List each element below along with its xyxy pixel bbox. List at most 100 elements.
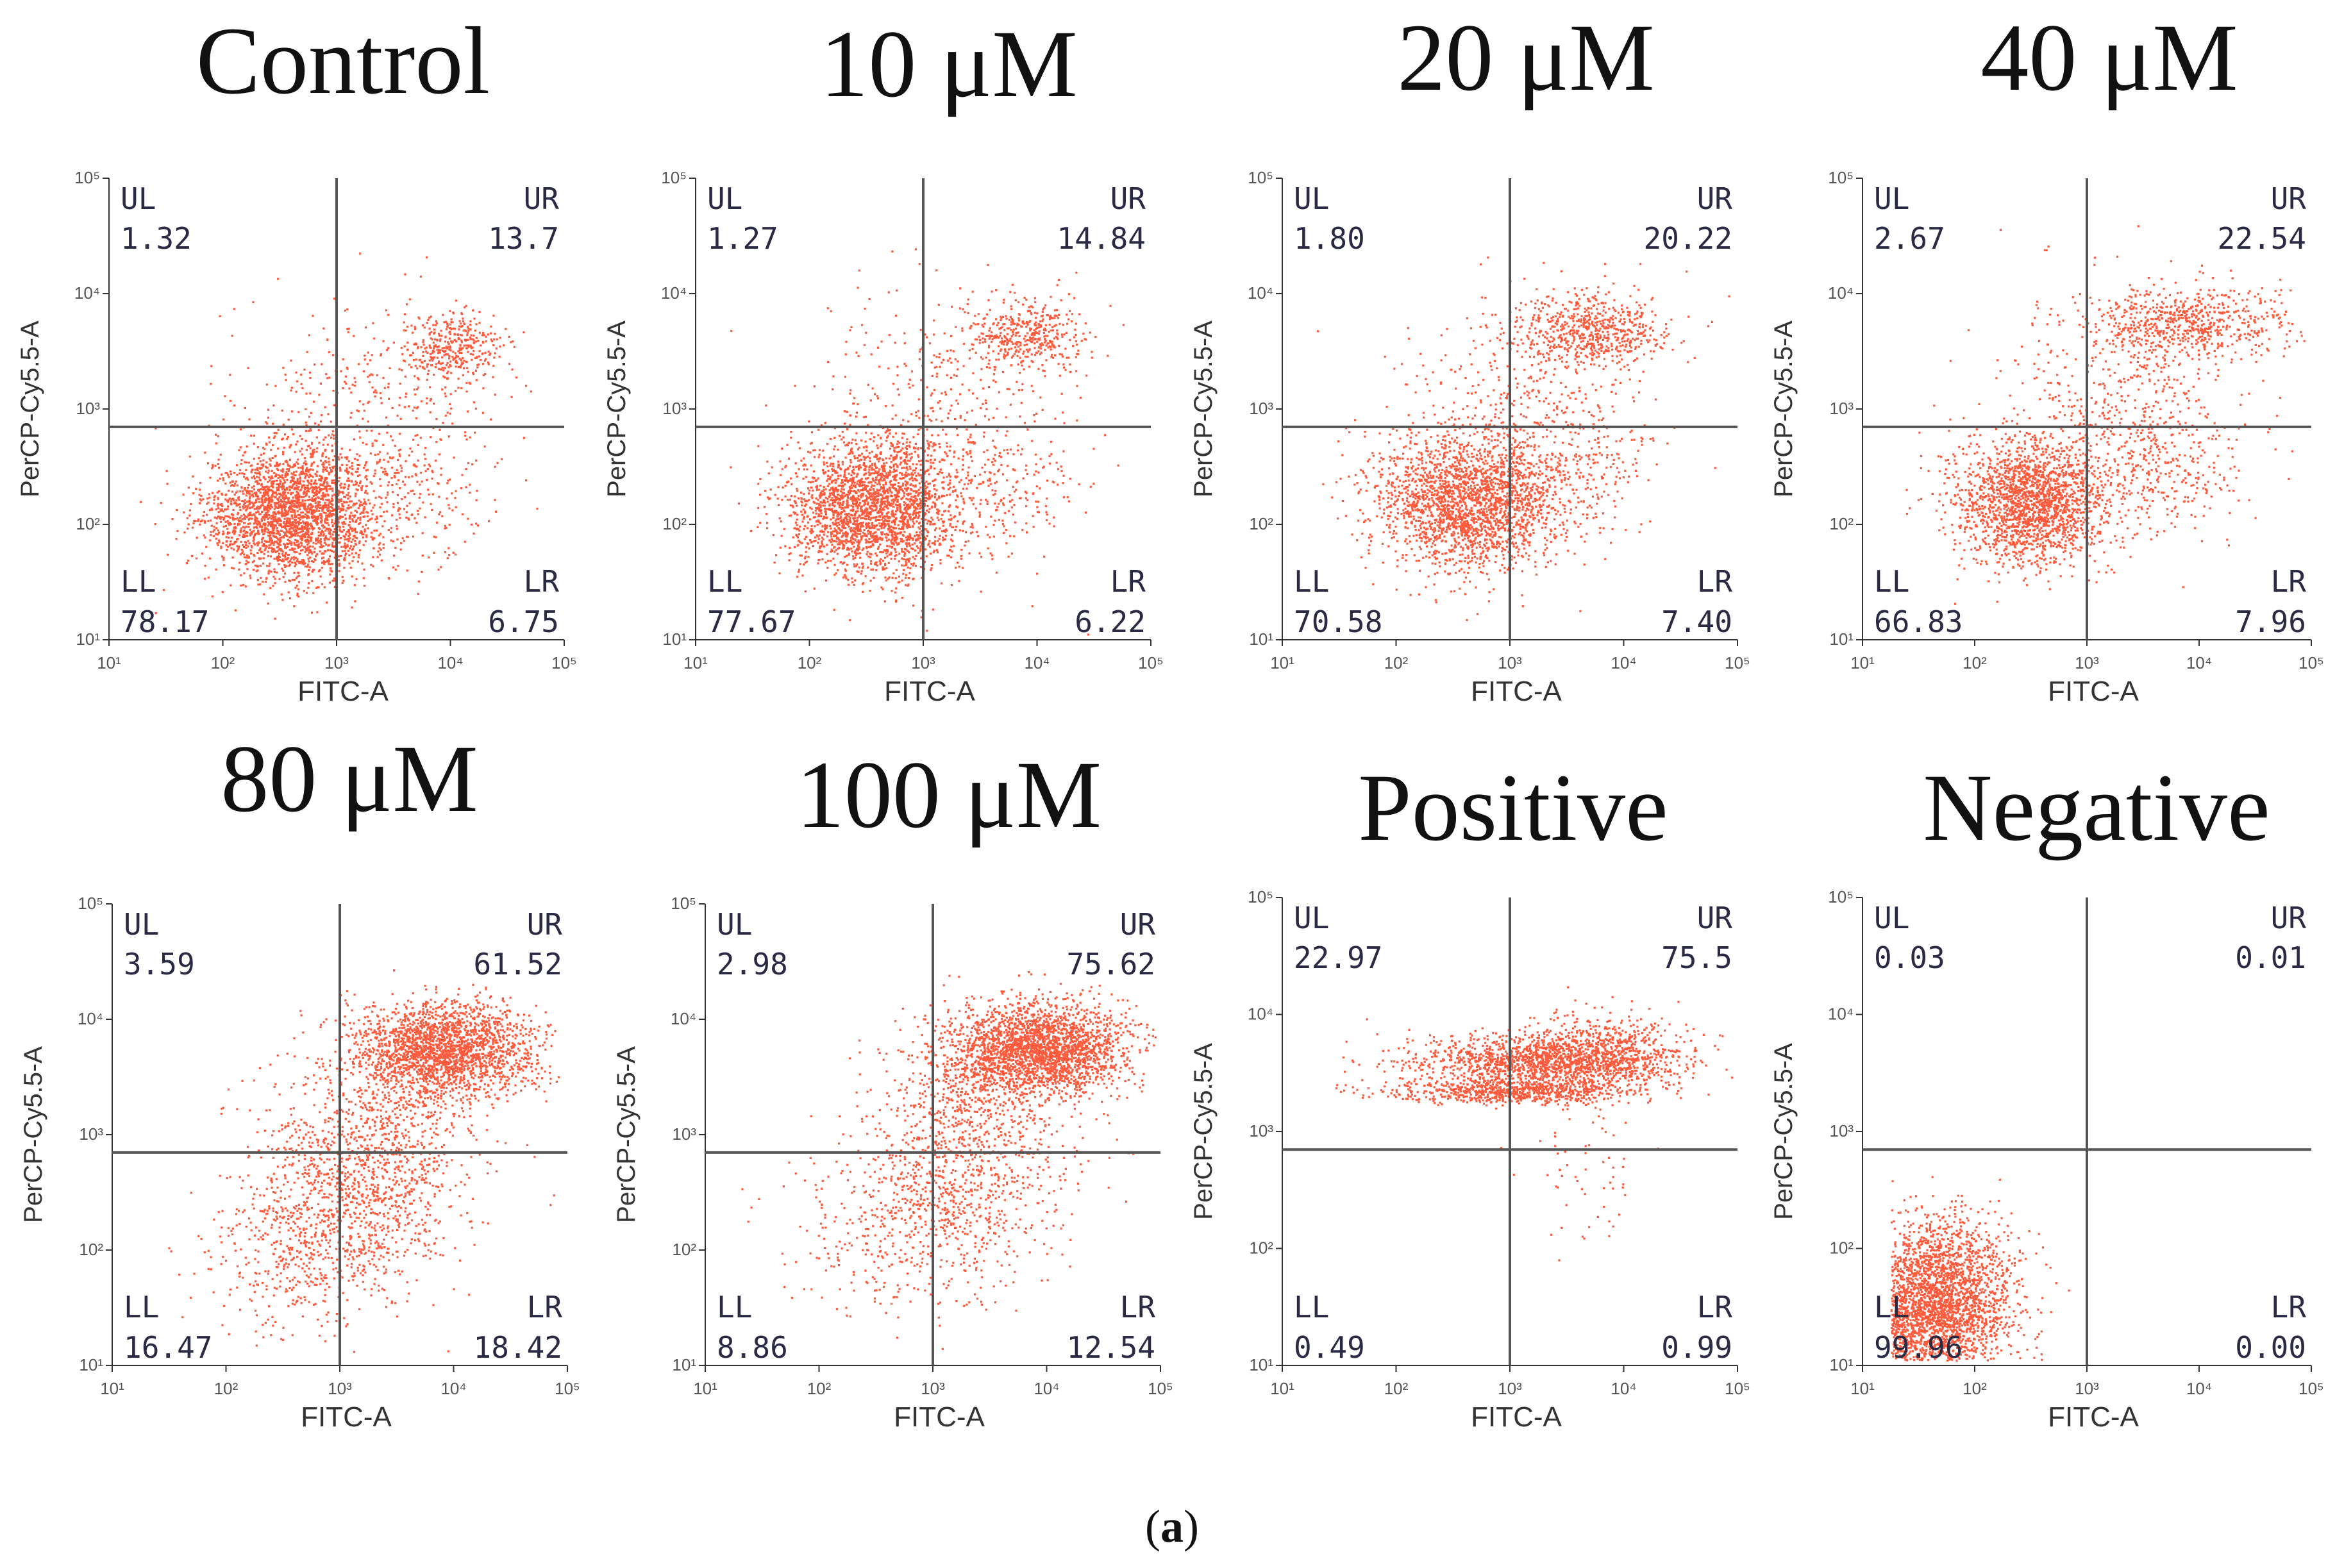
x-tick-label: 10²: [211, 653, 235, 672]
scatter-point: [341, 505, 344, 507]
scatter-point: [202, 514, 205, 517]
scatter-point: [414, 393, 417, 396]
scatter-point: [816, 488, 818, 491]
scatter-point: [209, 539, 212, 542]
scatter-point: [349, 567, 352, 569]
scatter-point: [437, 482, 439, 485]
scatter-point: [894, 558, 896, 560]
scatter-point: [355, 552, 357, 555]
scatter-point: [373, 537, 376, 540]
scatter-point: [278, 505, 281, 507]
scatter-point: [892, 572, 895, 575]
scatter-point: [500, 458, 503, 460]
scatter-point: [308, 469, 311, 471]
scatter-point: [242, 505, 244, 508]
scatter-point: [195, 487, 197, 490]
scatter-point: [265, 528, 268, 530]
scatter-point: [288, 470, 290, 472]
scatter-point: [277, 278, 280, 280]
scatter-point: [202, 498, 205, 501]
scatter-point: [331, 550, 333, 553]
scatter-point: [342, 358, 344, 361]
scatter-point: [275, 432, 278, 435]
scatter-point: [240, 521, 243, 523]
scatter-point: [289, 446, 291, 449]
scatter-point: [340, 482, 342, 485]
scatter-point: [226, 520, 229, 522]
scatter-point: [920, 525, 923, 528]
scatter-point: [289, 458, 292, 461]
scatter-point: [510, 341, 512, 344]
scatter-point: [880, 525, 883, 528]
scatter-point: [269, 505, 272, 508]
scatter-point: [306, 469, 309, 472]
scatter-point: [330, 471, 333, 473]
scatter-point: [245, 556, 248, 559]
panel-title: Control: [196, 8, 490, 114]
scatter-point: [234, 518, 237, 521]
scatter-point: [260, 557, 262, 560]
scatter-point: [305, 540, 308, 543]
scatter-point: [789, 546, 791, 549]
scatter-point: [817, 542, 819, 544]
scatter-point: [256, 544, 259, 547]
scatter-point: [351, 480, 353, 483]
scatter-point: [235, 491, 238, 494]
scatter-point: [827, 469, 830, 472]
scatter-point: [465, 347, 468, 349]
scatter-point: [908, 526, 911, 528]
scatter-point: [482, 331, 485, 335]
scatter-point: [857, 494, 860, 497]
scatter-point: [388, 397, 390, 400]
scatter-point: [288, 508, 291, 511]
scatter-point: [226, 508, 229, 510]
scatter-point: [359, 516, 362, 519]
scatter-point: [445, 364, 448, 367]
scatter-point: [290, 524, 293, 526]
scatter-point: [460, 358, 462, 361]
scatter-point: [813, 587, 816, 590]
scatter-point: [373, 391, 376, 394]
scatter-point: [310, 533, 312, 535]
scatter-point: [249, 534, 252, 537]
scatter-point: [380, 402, 383, 405]
scatter-point: [266, 511, 269, 513]
scatter-point: [284, 496, 287, 499]
scatter-point: [441, 356, 444, 359]
scatter-point: [875, 569, 878, 572]
scatter-point: [240, 549, 243, 551]
scatter-point: [917, 472, 919, 475]
scatter-point: [283, 543, 285, 546]
scatter-point: [270, 503, 272, 506]
scatter-point: [490, 325, 492, 328]
scatter-point: [296, 480, 299, 483]
scatter-point: [175, 538, 178, 540]
scatter-point: [362, 515, 365, 518]
scatter-point: [910, 453, 913, 455]
scatter-point: [321, 519, 323, 522]
scatter-point: [284, 558, 287, 561]
scatter-point: [281, 492, 284, 494]
scatter-point: [324, 561, 326, 563]
scatter-point: [389, 367, 391, 370]
scatter-point: [347, 497, 349, 500]
scatter-point: [244, 515, 247, 517]
scatter-point: [837, 460, 840, 463]
scatter-point: [331, 480, 333, 482]
scatter-point: [312, 592, 315, 594]
scatter-point: [354, 537, 356, 539]
scatter-point: [906, 545, 908, 547]
scatter-point: [244, 406, 246, 410]
scatter-point: [319, 513, 321, 515]
scatter-point: [345, 538, 347, 540]
scatter-point: [308, 444, 310, 447]
scatter-point: [239, 469, 242, 471]
scatter-point: [267, 408, 269, 411]
scatter-point: [946, 446, 948, 448]
scatter-point: [212, 463, 214, 467]
scatter-point: [916, 534, 918, 537]
scatter-point: [329, 533, 331, 535]
scatter-point: [319, 542, 322, 545]
scatter-point: [896, 451, 899, 454]
scatter-point: [217, 515, 219, 518]
